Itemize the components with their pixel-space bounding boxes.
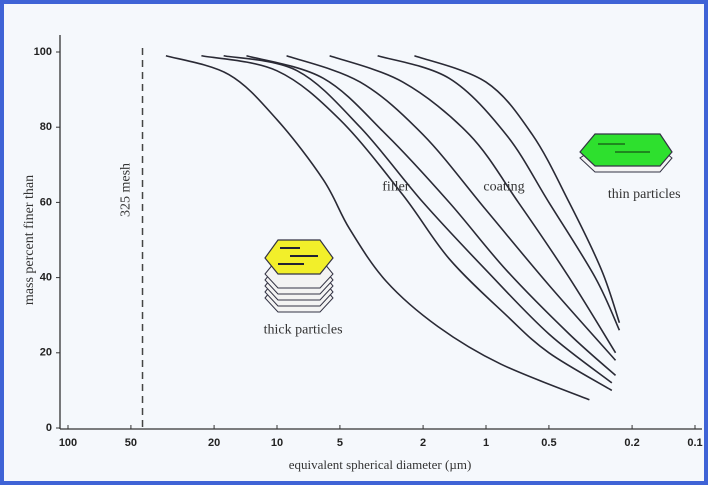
y-axis-label: mass percent finer than xyxy=(22,175,37,305)
thick-particles-icon xyxy=(265,240,333,312)
thin-particles-icon xyxy=(580,134,672,172)
x-tick-label: 1 xyxy=(483,437,489,449)
page: {"chart_data": { "type": "line", "x_labe… xyxy=(0,0,708,485)
x-tick-label: 0.2 xyxy=(624,437,639,449)
y-tick-label: 20 xyxy=(40,347,52,359)
reference-label: 325 mesh xyxy=(119,163,134,217)
y-tick-label: 80 xyxy=(40,121,52,133)
x-tick-label: 0.5 xyxy=(541,437,556,449)
x-tick-label: 50 xyxy=(125,437,137,449)
y-tick-label: 40 xyxy=(40,272,52,284)
x-tick-label: 0.1 xyxy=(687,437,702,449)
chart: mass percent finer than equivalent spher… xyxy=(0,0,708,485)
annotation: coating xyxy=(483,180,524,195)
x-tick-label: 2 xyxy=(420,437,426,449)
x-tick-label: 10 xyxy=(271,437,283,449)
annotation: thick particles xyxy=(264,322,343,337)
y-tick-label: 60 xyxy=(40,196,52,208)
x-tick-label: 100 xyxy=(59,437,77,449)
x-tick-label: 20 xyxy=(208,437,220,449)
x-axis-label: equivalent spherical diameter (µm) xyxy=(289,457,472,472)
x-tick-label: 5 xyxy=(337,437,343,449)
y-tick-label: 0 xyxy=(46,422,52,434)
plot-background xyxy=(4,4,704,481)
annotation: thin particles xyxy=(608,187,681,202)
y-tick-label: 100 xyxy=(34,46,52,58)
annotation: filler xyxy=(382,180,410,195)
